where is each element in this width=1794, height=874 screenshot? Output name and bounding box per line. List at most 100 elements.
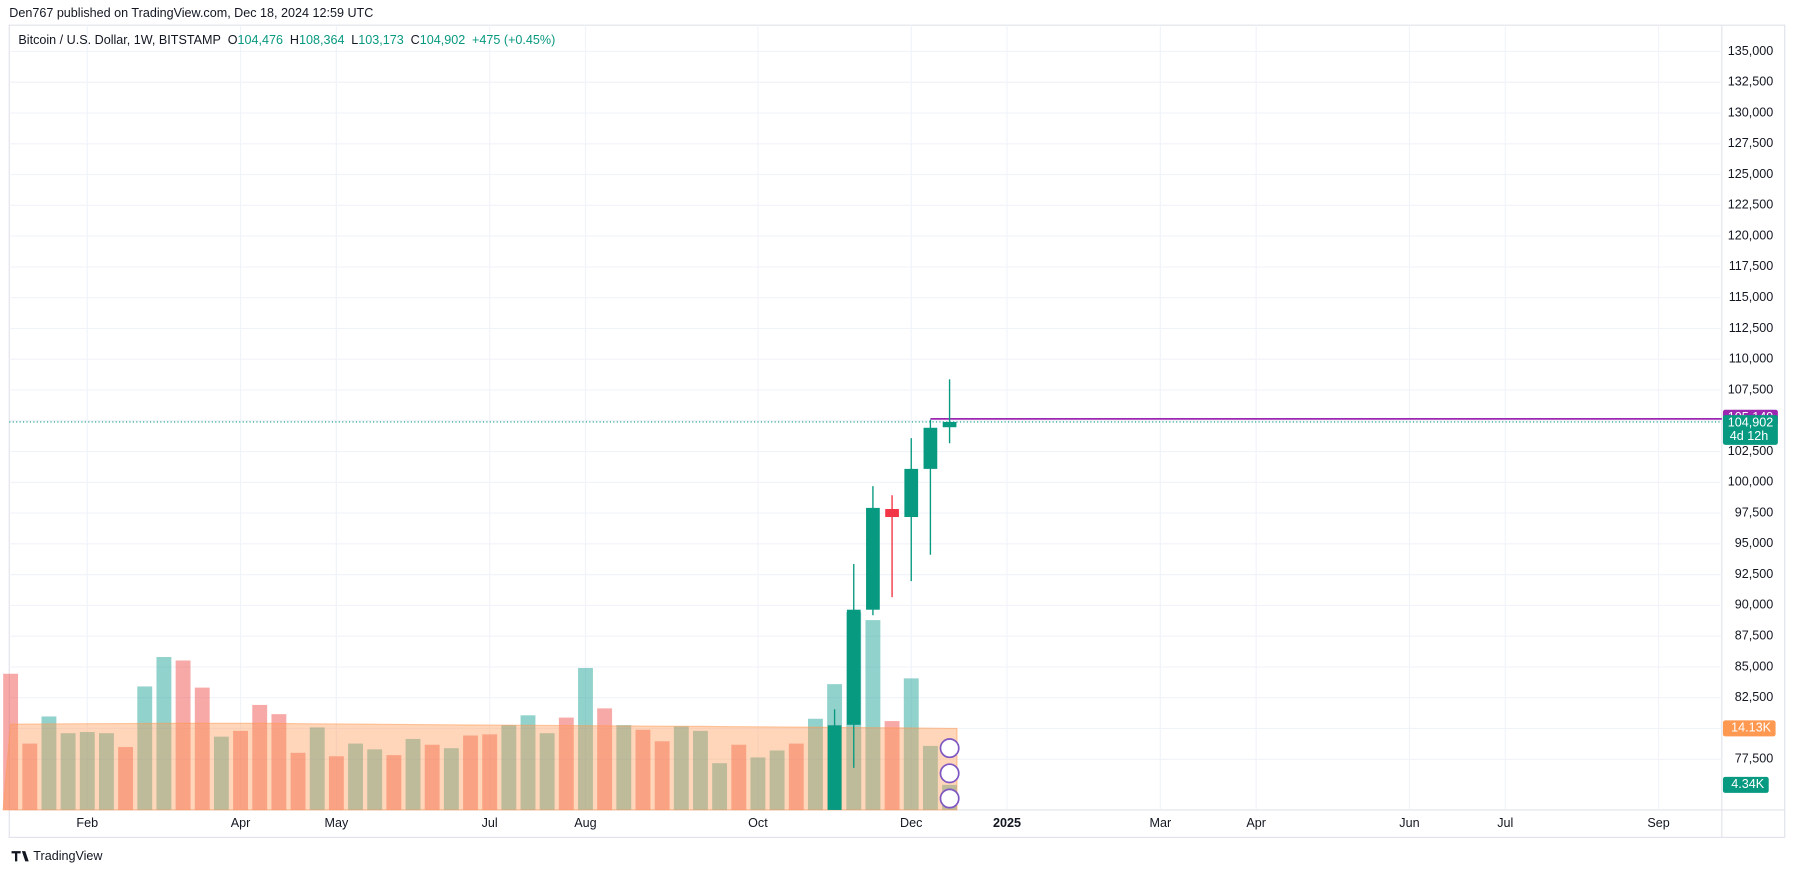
legend: Bitcoin / U.S. Dollar, 1W, BITSTAMP O104,… bbox=[18, 34, 555, 48]
candle-body bbox=[885, 509, 899, 518]
candle-body bbox=[846, 609, 861, 725]
volume-bar bbox=[903, 678, 919, 810]
publisher: Den767 published on TradingView.com, Dec… bbox=[9, 6, 373, 20]
volume-bar bbox=[520, 715, 536, 810]
volume-bar bbox=[405, 738, 421, 810]
y-tick-label: 107,500 bbox=[1728, 382, 1773, 396]
volume-bar bbox=[884, 721, 900, 810]
price-badge bbox=[1722, 415, 1778, 445]
volume-bar bbox=[807, 718, 823, 810]
y-tick-label: 120,000 bbox=[1728, 228, 1773, 242]
price-label: 104,902 bbox=[1728, 415, 1773, 429]
volume-bar bbox=[328, 756, 344, 810]
logo bbox=[11, 851, 29, 862]
volume-bar bbox=[22, 743, 38, 810]
legend-value: 104,902 bbox=[420, 34, 465, 48]
icon bbox=[939, 763, 960, 784]
y-tick-label: 97,500 bbox=[1735, 505, 1773, 519]
legend-key: L bbox=[351, 34, 358, 48]
legend-value: 104,476 bbox=[238, 34, 283, 48]
volume-bar bbox=[539, 733, 555, 810]
volume-bar bbox=[271, 714, 287, 810]
volume-bar bbox=[443, 748, 459, 810]
volume-bar bbox=[788, 743, 804, 810]
candle-body bbox=[827, 725, 842, 810]
y-tick-label: 87,500 bbox=[1735, 628, 1773, 642]
x-tick-label: Dec bbox=[900, 816, 922, 830]
y-tick-label: 132,500 bbox=[1728, 75, 1773, 89]
candle-body bbox=[904, 468, 919, 518]
volume-bar bbox=[137, 686, 153, 810]
frame bbox=[8, 24, 1786, 838]
volume-bar bbox=[597, 708, 613, 810]
legend-change: +475 (+0.45%) bbox=[472, 34, 555, 48]
volume-bar bbox=[750, 757, 766, 810]
volume-bar bbox=[673, 726, 689, 810]
legend-value: 108,364 bbox=[299, 34, 344, 48]
legend-key: H bbox=[290, 34, 299, 48]
volume-bar bbox=[3, 673, 19, 810]
volume-bar bbox=[386, 755, 402, 810]
x-tick-label: Jul bbox=[1497, 816, 1513, 830]
x-tick-label: Sep bbox=[1647, 816, 1669, 830]
volume-bar bbox=[213, 736, 229, 810]
volume-bar bbox=[463, 735, 478, 810]
volume-bar bbox=[79, 732, 95, 810]
volume-bar bbox=[578, 667, 593, 810]
y-tick-label: 115,000 bbox=[1729, 290, 1774, 304]
y-tick-label: 135,000 bbox=[1728, 44, 1773, 58]
volume-bar bbox=[309, 727, 325, 810]
volume-bar bbox=[769, 750, 785, 810]
volume-bar bbox=[60, 733, 76, 810]
x-tick-label: Oct bbox=[748, 816, 768, 830]
volume-badge bbox=[1722, 776, 1769, 793]
x-tick-label: May bbox=[324, 816, 348, 830]
volume-bar bbox=[693, 730, 708, 810]
brand: TradingView bbox=[33, 849, 103, 863]
volume-ma-area bbox=[2, 722, 958, 811]
volume-bar bbox=[233, 730, 248, 810]
y-tick-label: 110,000 bbox=[1729, 352, 1774, 366]
volume-bar bbox=[156, 657, 172, 810]
x-tick-label: Feb bbox=[76, 816, 98, 830]
volume-bar bbox=[194, 687, 210, 810]
legend-value: 103,173 bbox=[358, 34, 403, 48]
volume-bar bbox=[348, 743, 363, 810]
volume-bar bbox=[424, 744, 440, 810]
volume-bar bbox=[922, 745, 938, 810]
y-tick-label: 125,000 bbox=[1728, 167, 1773, 181]
volume-bar bbox=[712, 763, 728, 810]
icon bbox=[939, 738, 960, 759]
event-icons bbox=[939, 738, 960, 809]
volume-bar bbox=[865, 620, 881, 810]
x-tick-label: Apr bbox=[1246, 816, 1266, 830]
x-tick-label: Aug bbox=[574, 816, 596, 830]
x-tick-label: Jun bbox=[1399, 816, 1419, 830]
y-tick-label: 117,500 bbox=[1729, 259, 1774, 273]
y-tick-label: 100,000 bbox=[1728, 475, 1773, 489]
volume-bar bbox=[501, 725, 517, 810]
icon bbox=[939, 788, 960, 809]
volume-label: 4.34K bbox=[1731, 777, 1764, 791]
volume-bar bbox=[654, 741, 670, 810]
volume-bar bbox=[616, 725, 632, 810]
candle-body bbox=[923, 427, 938, 469]
y-tick-label: 127,500 bbox=[1728, 136, 1773, 150]
volume-bar bbox=[367, 749, 383, 810]
volume-bar bbox=[252, 704, 268, 810]
candle-body bbox=[942, 421, 957, 428]
candle-body bbox=[866, 507, 880, 610]
volume-bar bbox=[290, 752, 306, 810]
volume-bar bbox=[635, 729, 651, 810]
volume-bar bbox=[41, 716, 57, 810]
y-tick-label: 92,500 bbox=[1735, 567, 1773, 581]
legend-key: O bbox=[228, 34, 238, 48]
price-countdown: 4d 12h bbox=[1730, 429, 1768, 443]
x-tick-label: 2025 bbox=[993, 816, 1021, 830]
y-tick-label: 85,000 bbox=[1735, 659, 1773, 673]
volume-bar bbox=[482, 734, 498, 810]
x-tick-label: Jul bbox=[482, 816, 498, 830]
y-tick-label: 122,500 bbox=[1728, 198, 1773, 212]
volume-bar bbox=[558, 717, 574, 810]
